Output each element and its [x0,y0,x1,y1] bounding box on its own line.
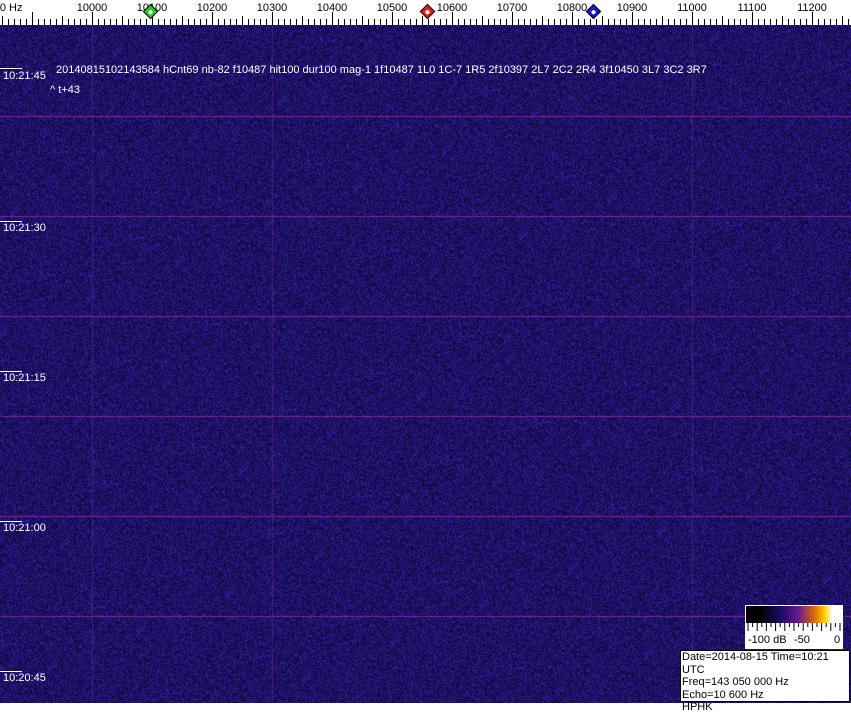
info-freq: Freq=143 050 000 Hz [682,676,789,688]
time-mark [0,671,22,672]
axis-tick-label: 11200 [797,2,827,14]
color-scale: -100 dB -50 0 [745,605,843,649]
time-mark [0,371,22,372]
time-offset-annotation: ^ t+43 [50,84,80,96]
axis-tick-label: 10900 [616,2,648,14]
axis-tick-label: 10800 [556,2,588,14]
detection-annotation: 20140815102143584 hCnt69 nb-82 f10487 hi… [56,64,707,76]
time-label: 10:21:00 [3,522,46,534]
axis-tick-label: 11100 [737,2,767,14]
axis-tick-label: 10300 [256,2,288,14]
time-label: 10:21:15 [3,372,46,384]
waterfall-overlay: 10:21:45 10:21:30 10:21:15 10:21:00 10:2… [0,25,851,703]
waterfall-spectrogram[interactable] [0,25,851,703]
info-box: Date=2014-08-15 Time=10:21 UTC Freq=143 … [680,650,850,713]
color-scale-gradient [746,606,842,623]
axis-tick-label: 10200 [196,2,228,14]
axis-tick-label: 9900 Hz [0,2,23,14]
time-label: 10:21:30 [3,222,46,234]
time-mark [0,221,22,222]
time-label: 10:20:45 [3,672,46,684]
axis-tick-label: 10600 [436,2,468,14]
info-echo: Echo=10 600 Hz [682,688,764,701]
frequency-ticks [2,12,849,25]
time-label: 10:21:45 [3,70,46,82]
axis-tick-label: 10400 [316,2,348,14]
axis-tick-label: 10500 [376,2,408,14]
time-mark [0,521,22,522]
scale-label-max: 0 [834,634,841,646]
axis-tick-label: 10700 [496,2,528,14]
color-scale-ticks [747,623,841,631]
axis-tick-label: 11000 [677,2,707,14]
info-date-time: Date=2014-08-15 Time=10:21 UTC [682,651,829,676]
scale-label-mid: -50 [794,634,810,646]
time-mark [0,68,22,69]
axis-tick-label: 10000 [76,2,108,14]
scale-label-min: -100 dB [748,634,787,646]
